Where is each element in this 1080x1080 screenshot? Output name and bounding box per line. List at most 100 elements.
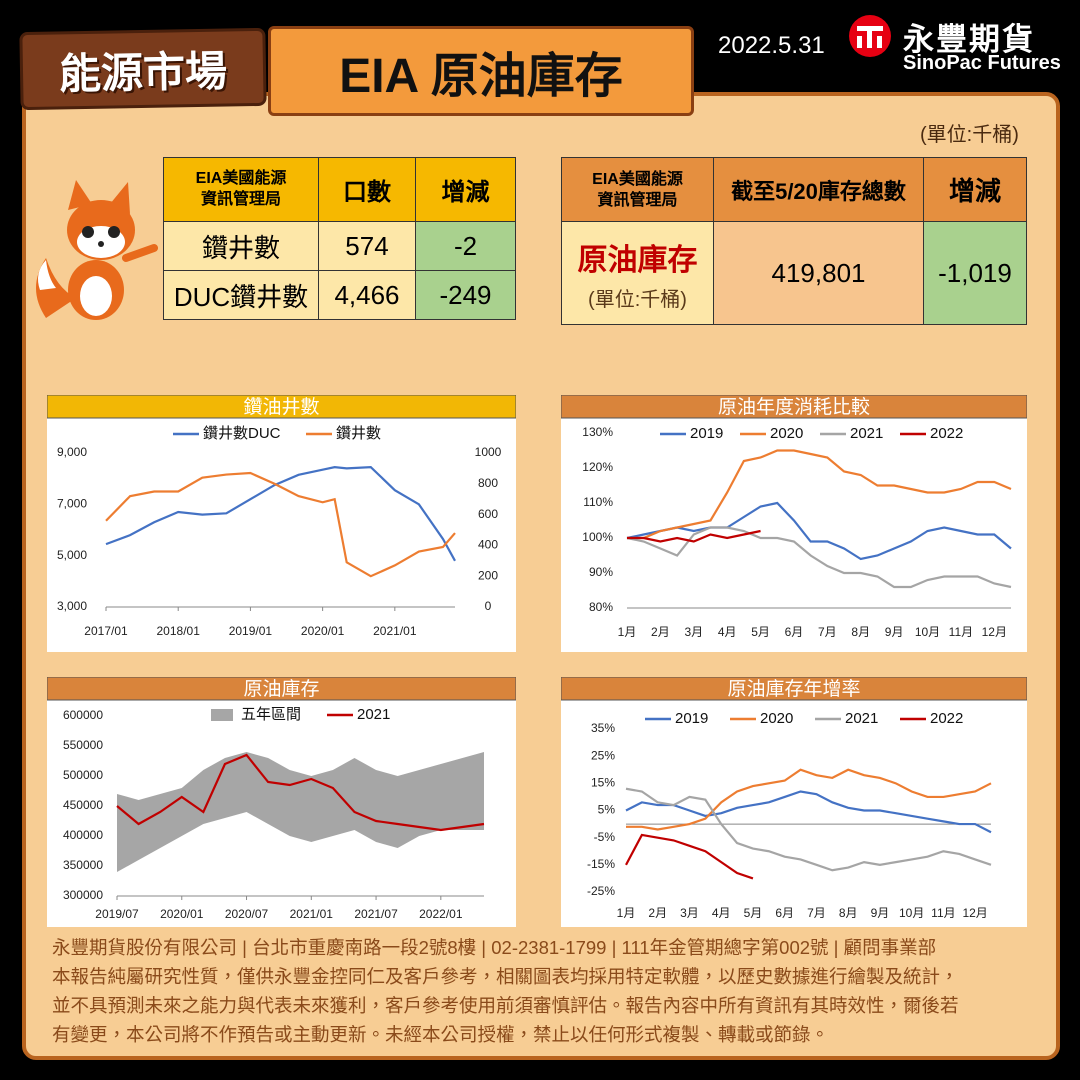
data-line bbox=[625, 833, 754, 880]
unit-note: (單位:千桶) bbox=[920, 124, 1019, 146]
x-tick-label: 2022/01 bbox=[419, 907, 463, 921]
chart-title-bar bbox=[561, 677, 1027, 701]
data-line bbox=[116, 753, 485, 832]
y-tick-label: 35% bbox=[591, 721, 615, 735]
y-tick-label: 100% bbox=[582, 530, 613, 544]
legend-swatch bbox=[211, 709, 233, 721]
y-tick-label: 5,000 bbox=[57, 548, 87, 562]
logo-text: 永豐期貨 bbox=[903, 22, 1035, 57]
y-tick-label: 3,000 bbox=[57, 599, 87, 613]
legend-label: 2019 bbox=[675, 710, 708, 727]
x-tick-label: 2019/07 bbox=[95, 907, 139, 921]
y-tick-label: 15% bbox=[591, 776, 615, 790]
chart-title-bar bbox=[47, 677, 516, 701]
x-tick-label: 6月 bbox=[775, 906, 794, 920]
y-tick-label: 300000 bbox=[63, 888, 103, 902]
legend-label: 2021 bbox=[850, 425, 883, 442]
legend-label: 2020 bbox=[760, 710, 793, 727]
x-tick-label: 5月 bbox=[751, 625, 770, 639]
x-tick-label: 2月 bbox=[651, 625, 670, 639]
y-tick-label: -25% bbox=[587, 884, 615, 898]
data-line bbox=[625, 787, 992, 872]
y-tick-label: 130% bbox=[582, 425, 613, 439]
x-tick-label: 1月 bbox=[618, 625, 637, 639]
y-tick-label: 600000 bbox=[63, 708, 103, 722]
table-header: 增減 bbox=[923, 157, 1027, 222]
logo-icon bbox=[849, 15, 891, 57]
chart-background bbox=[561, 677, 1027, 927]
table-cell: -249 bbox=[415, 270, 516, 320]
x-tick-label: 11月 bbox=[931, 906, 955, 920]
y-tick-label: 120% bbox=[582, 460, 613, 474]
table-cell: -1,019 bbox=[923, 221, 1027, 325]
y2-tick-label: 600 bbox=[478, 507, 498, 521]
logo-text-en: SinoPac Futures bbox=[903, 52, 1061, 74]
legend-label: 2020 bbox=[770, 425, 803, 442]
y-tick-label: 5% bbox=[598, 803, 616, 817]
chart-title-bar bbox=[561, 395, 1027, 419]
table-cell: (單位:千桶) bbox=[588, 288, 687, 311]
x-tick-label: 7月 bbox=[807, 906, 826, 920]
chart-title-bar bbox=[47, 395, 516, 419]
table-cell: 原油庫存 bbox=[577, 243, 698, 277]
x-tick-label: 8月 bbox=[839, 906, 858, 920]
footer-line: 永豐期貨股份有限公司 | 台北市重慶南路一段2號8樓 | 02-2381-179… bbox=[52, 937, 937, 958]
chart: 原油年度消耗比較 1月 2月 3月 4月 5月 6月 7月 8月 9月 10月 11月 12月 80% 90… bbox=[561, 395, 1027, 652]
table-header: 增減 bbox=[415, 157, 516, 222]
x-tick-label: 2021/01 bbox=[373, 624, 417, 638]
x-tick-label: 2020/07 bbox=[225, 907, 269, 921]
legend-label: 2021 bbox=[357, 706, 390, 723]
x-tick-label: 10月 bbox=[899, 906, 924, 920]
x-tick-label: 7月 bbox=[818, 625, 837, 639]
y-tick-label: 110% bbox=[583, 495, 613, 509]
x-tick-label: 2月 bbox=[648, 906, 667, 920]
y-tick-label: -15% bbox=[587, 857, 615, 871]
rig-table: EIA美國能源資訊管理局 口數 增減 鑽井數 574 -2 DUC鑽井數 4,4… bbox=[163, 157, 516, 320]
table-cell: DUC鑽井數 bbox=[163, 270, 319, 320]
legend-label: 2022 bbox=[930, 710, 963, 727]
legend-label: 鑽井數DUC bbox=[203, 425, 281, 442]
x-tick-label: 4月 bbox=[718, 625, 737, 639]
x-tick-label: 2021/01 bbox=[290, 907, 334, 921]
y-tick-label: 400000 bbox=[63, 828, 103, 842]
y2-tick-label: 200 bbox=[478, 568, 498, 582]
y2-tick-label: 1000 bbox=[475, 445, 502, 459]
legend-label: 2021 bbox=[845, 710, 878, 727]
y-tick-label: 25% bbox=[591, 748, 615, 762]
category-badge: 能源市場 bbox=[19, 27, 267, 111]
chart-title: 鑽油井數 bbox=[243, 396, 319, 418]
table-cell: 4,466 bbox=[318, 270, 416, 320]
table-header: 口數 bbox=[318, 157, 416, 222]
y-tick-label: -5% bbox=[594, 830, 616, 844]
data-line bbox=[626, 501, 1012, 561]
x-tick-label: 2020/01 bbox=[301, 624, 345, 638]
y-tick-label: 350000 bbox=[63, 858, 103, 872]
y2-tick-label: 800 bbox=[478, 476, 498, 490]
y-tick-label: 7,000 bbox=[57, 497, 87, 511]
table-cell: -2 bbox=[415, 221, 516, 271]
y-tick-label: 500000 bbox=[63, 768, 103, 782]
legend-label: 2022 bbox=[930, 425, 963, 442]
data-line bbox=[627, 449, 1012, 540]
y2-tick-label: 0 bbox=[485, 599, 492, 613]
chart-background bbox=[561, 395, 1027, 652]
legend-label: 鑽井數 bbox=[336, 425, 381, 442]
x-tick-label: 3月 bbox=[680, 906, 699, 920]
x-tick-label: 9月 bbox=[885, 625, 904, 639]
chart: 原油庫存年增率 1月 2月 3月 4月 5月 6月 7月 8月 9月 10月 11月 12月 -25% -1… bbox=[561, 677, 1027, 927]
footer-line: 有變更，本公司將不作預告或主動更新。未經本公司授權，禁止以任何形式複製、轉載或節… bbox=[52, 1024, 830, 1045]
y-tick-label: 450000 bbox=[63, 798, 103, 812]
footer-line: 並不具預測未來之能力與代表未來獲利，客戶參考使用前須審慎評估。報告內容中所有資訊… bbox=[52, 995, 959, 1016]
date: 2022.5.31 bbox=[718, 32, 825, 59]
fox-mascot bbox=[36, 180, 158, 320]
x-tick-label: 12月 bbox=[962, 906, 987, 920]
x-tick-label: 2020/01 bbox=[160, 907, 204, 921]
footer-line: 本報告純屬研究性質，僅供永豐金控同仁及客戶參考，相關圖表均採用特定軟體，以歷史數… bbox=[52, 966, 959, 987]
data-line bbox=[626, 768, 992, 831]
y-tick-label: 80% bbox=[589, 600, 613, 614]
page-title: EIA 原油庫存 bbox=[268, 26, 694, 116]
y-tick-label: 9,000 bbox=[57, 445, 87, 459]
x-tick-label: 2019/01 bbox=[229, 624, 273, 638]
chart-title: 原油年度消耗比較 bbox=[718, 396, 870, 418]
